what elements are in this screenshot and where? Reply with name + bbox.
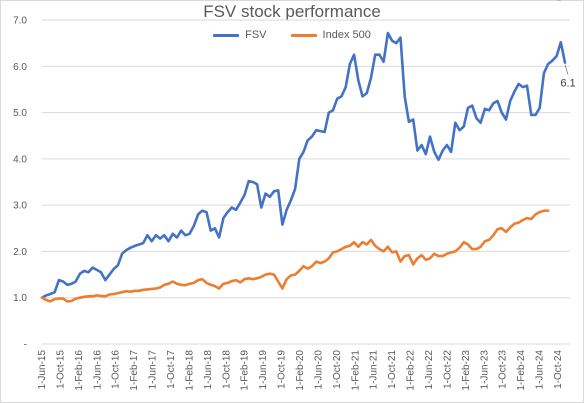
x-tick-label: 1-Jun-16: [92, 350, 103, 390]
y-tick-label: -: [24, 340, 27, 351]
y-tick-label: 5.0: [13, 108, 27, 119]
series-line-index: [40, 209, 550, 303]
x-tick-label: 1-Feb-20: [295, 350, 306, 391]
x-tick-label: 1-Oct-19: [277, 350, 288, 389]
data-label-fsv: 6.1: [560, 78, 575, 90]
y-tick-label: 1.0: [13, 293, 27, 304]
x-tick-label: 1-Feb-24: [516, 350, 527, 391]
series-line-fsv: [40, 31, 567, 299]
x-tick-label: 1-Jun-20: [313, 350, 324, 390]
y-tick-label: 2.0: [13, 247, 27, 258]
data-label-index: 2.9: [542, 0, 557, 3]
x-tick-label: 1-Oct-15: [55, 350, 66, 389]
x-tick-label: 1-Jun-21: [369, 350, 380, 390]
y-axis-ticks: - 1.0 2.0 3.0 4.0 5.0 6.0 7.0: [13, 16, 27, 351]
chart-title: FSV stock performance: [203, 2, 381, 21]
x-tick-label: 1-Oct-18: [221, 350, 232, 389]
gridlines: [42, 19, 570, 345]
x-tick-label: 1-Oct-23: [498, 350, 509, 389]
x-tick-label: 1-Jun-19: [258, 350, 269, 390]
y-tick-label: 7.0: [13, 16, 27, 27]
legend-item-fsv: FSV: [213, 29, 267, 41]
x-tick-label: 1-Jun-18: [203, 350, 214, 390]
x-tick-label: 1-Oct-16: [111, 350, 122, 389]
x-tick-label: 1-Feb-22: [406, 350, 417, 391]
x-tick-label: 1-Feb-19: [240, 350, 251, 391]
x-tick-label: 1-Jun-17: [148, 350, 159, 390]
legend-label-fsv: FSV: [245, 29, 267, 41]
x-tick-label: 1-Jun-24: [535, 350, 546, 390]
x-tick-label: 1-Jun-23: [479, 350, 490, 390]
legend-swatch-index: [290, 33, 317, 37]
x-tick-label: 1-Oct-20: [332, 350, 343, 389]
x-tick-label: 1-Jun-15: [37, 350, 48, 390]
series-lines: [40, 31, 567, 303]
x-tick-label: 1-Oct-21: [387, 350, 398, 389]
legend: FSV Index 500: [0, 29, 584, 41]
y-tick-label: 3.0: [13, 201, 27, 212]
legend-label-index: Index 500: [322, 29, 371, 41]
x-tick-label: 1-Feb-18: [184, 350, 195, 391]
x-tick-label: 1-Feb-17: [129, 350, 140, 391]
legend-item-index: Index 500: [290, 29, 371, 41]
x-tick-label: 1-Feb-23: [461, 350, 472, 391]
x-tick-label: 1-Feb-16: [74, 350, 85, 391]
x-tick-label: 1-Oct-17: [166, 350, 177, 389]
x-tick-label: 1-Jun-22: [424, 350, 435, 390]
x-tick-label: 1-Feb-21: [350, 350, 361, 391]
legend-swatch-fsv: [213, 33, 240, 37]
x-tick-label: 1-Oct-24: [553, 350, 564, 389]
x-tick-label: 1-Oct-22: [442, 350, 453, 389]
data-labels: 6.1 2.9: [542, 0, 576, 90]
y-tick-label: 6.0: [13, 62, 27, 73]
leader-line-fsv: [564, 64, 569, 75]
y-tick-label: 4.0: [13, 154, 27, 165]
x-axis-ticks: 1-Jun-15 1-Oct-15 1-Feb-16 1-Jun-16 1-Oct-16…: [37, 350, 564, 391]
